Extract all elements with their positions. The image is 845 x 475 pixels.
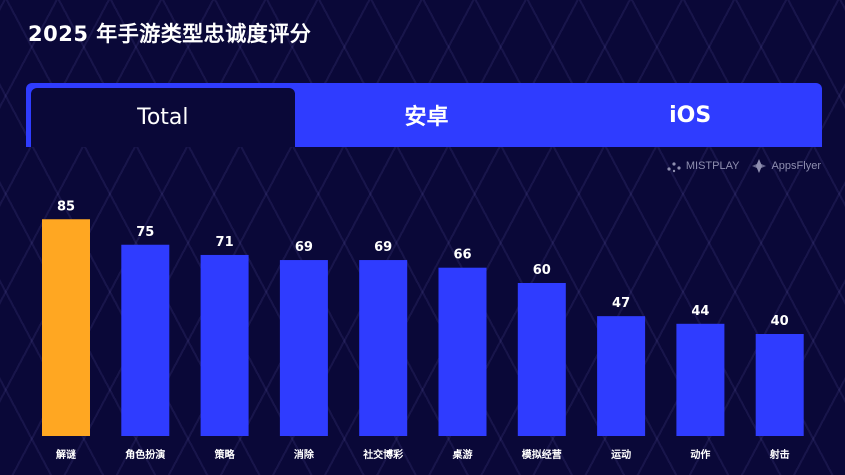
bar-5 bbox=[359, 260, 408, 436]
tab-android[interactable]: 安卓 bbox=[404, 105, 449, 130]
mistplay-logo: MISTPLAY bbox=[666, 159, 740, 173]
bar-8 bbox=[597, 316, 646, 436]
bar-9 bbox=[676, 323, 725, 436]
bar-1 bbox=[42, 219, 90, 436]
tab-total[interactable]: Total bbox=[31, 88, 295, 147]
tab-ios[interactable]: iOS bbox=[669, 102, 712, 128]
bar-value-label: 60 bbox=[533, 263, 551, 278]
appsflyer-icon bbox=[752, 159, 767, 173]
appsflyer-logo: AppsFlyer bbox=[751, 158, 821, 174]
bar-value-label: 69 bbox=[374, 240, 392, 255]
platform-tabs: Total 安卓 iOS bbox=[26, 83, 822, 147]
appsflyer-label: AppsFlyer bbox=[771, 160, 821, 172]
bar-value-label: 69 bbox=[295, 240, 313, 255]
bar-3 bbox=[200, 254, 249, 436]
category-label: 射击 bbox=[769, 448, 790, 461]
bar-value-label: 44 bbox=[691, 304, 709, 319]
source-logos: MISTPLAY AppsFlyer bbox=[666, 158, 821, 174]
mistplay-label: MISTPLAY bbox=[685, 160, 740, 172]
category-label: 解谜 bbox=[56, 448, 76, 461]
bar-7 bbox=[517, 283, 566, 436]
bar-6 bbox=[438, 267, 487, 436]
category-label: 社交博彩 bbox=[362, 448, 403, 461]
category-label: 动作 bbox=[690, 448, 710, 461]
bar-value-label: 40 bbox=[771, 314, 789, 329]
category-label: 角色扮演 bbox=[125, 448, 165, 461]
bar-10 bbox=[755, 334, 804, 436]
category-label: 策略 bbox=[215, 448, 236, 461]
page-title: 2025 年手游类型忠诚度评分 bbox=[28, 22, 312, 46]
bar-value-label: 47 bbox=[612, 296, 630, 311]
bar-2 bbox=[121, 244, 170, 436]
bar-4 bbox=[279, 260, 328, 436]
bar-value-label: 71 bbox=[216, 235, 234, 250]
category-label: 模拟经营 bbox=[522, 448, 562, 461]
bar-value-label: 75 bbox=[136, 225, 154, 240]
category-label: 桌游 bbox=[452, 448, 473, 461]
mistplay-icon bbox=[667, 162, 681, 173]
category-label: 运动 bbox=[611, 448, 631, 461]
bar-value-label: 85 bbox=[57, 199, 75, 214]
category-label: 消除 bbox=[294, 448, 315, 461]
bar-value-label: 66 bbox=[453, 248, 471, 263]
